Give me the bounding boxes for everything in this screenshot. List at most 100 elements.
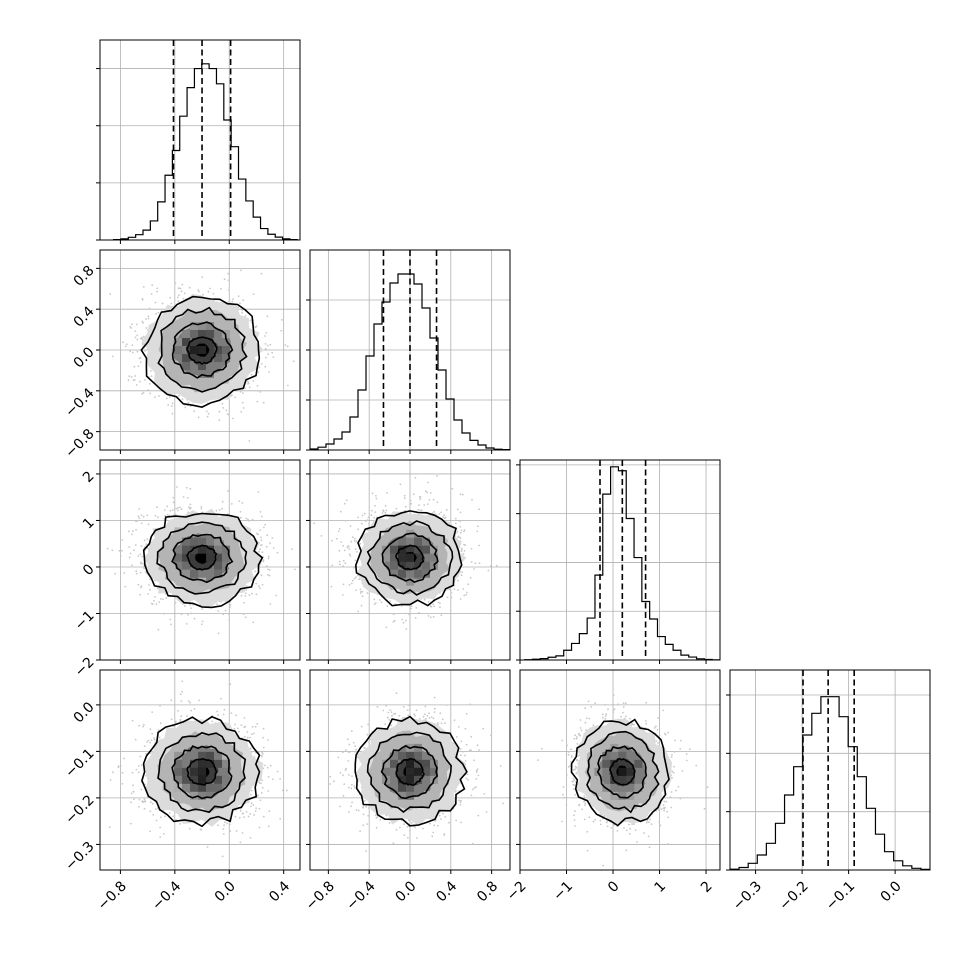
sample-point	[145, 327, 148, 329]
sample-point	[147, 593, 150, 595]
sample-point	[239, 510, 242, 513]
sample-point	[459, 598, 462, 600]
sample-point	[478, 562, 481, 565]
sample-point	[189, 488, 192, 490]
sample-point	[456, 531, 459, 533]
sample-point	[467, 583, 470, 586]
sample-point	[131, 564, 133, 567]
sample-point	[450, 591, 453, 594]
sample-point	[348, 548, 351, 550]
sample-point	[428, 498, 431, 501]
contour-line	[157, 306, 248, 393]
sample-point	[371, 492, 374, 495]
sample-point	[189, 604, 191, 606]
sample-point	[139, 337, 142, 340]
sample-point	[471, 498, 473, 501]
sample-point	[148, 382, 151, 385]
sample-point	[165, 597, 168, 599]
sample-point	[246, 736, 249, 739]
sample-point	[140, 585, 143, 588]
sample-point	[459, 520, 461, 523]
sample-point	[378, 599, 381, 601]
sample-point	[201, 608, 204, 610]
sample-point	[142, 515, 145, 518]
sample-point	[151, 802, 154, 805]
sample-point	[320, 535, 323, 537]
sample-point	[180, 290, 183, 293]
sample-point	[242, 299, 245, 302]
sample-point	[436, 475, 439, 477]
contour-line	[395, 544, 425, 571]
sample-point	[459, 511, 462, 514]
sample-point	[355, 589, 358, 592]
sample-point	[464, 544, 467, 546]
sample-point	[429, 605, 432, 607]
sample-point	[138, 508, 141, 510]
sample-point	[251, 592, 253, 595]
sample-point	[244, 315, 247, 317]
sample-point	[134, 544, 137, 546]
sample-point	[212, 292, 215, 295]
sample-point	[244, 616, 247, 619]
contour-line	[354, 510, 463, 607]
sample-point	[470, 547, 473, 550]
sample-point	[346, 546, 349, 549]
sample-point	[339, 563, 341, 566]
sample-point	[239, 516, 242, 519]
sample-point	[260, 272, 263, 275]
sample-point	[156, 290, 158, 293]
sample-point	[250, 789, 253, 792]
sample-point	[124, 585, 127, 588]
sample-point	[162, 598, 164, 601]
sample-point	[384, 511, 387, 514]
contour-line	[142, 512, 264, 609]
sample-point	[453, 588, 456, 590]
sample-point	[342, 565, 344, 567]
sample-point	[174, 513, 177, 516]
sample-point	[347, 545, 350, 548]
sample-point	[136, 338, 139, 341]
sample-point	[197, 289, 200, 291]
sample-point	[410, 607, 412, 610]
sample-point	[135, 570, 138, 573]
sample-point	[375, 495, 377, 497]
sample-point	[459, 525, 462, 528]
sample-point	[177, 300, 180, 303]
sample-point	[216, 603, 218, 606]
density-pixel	[198, 362, 207, 370]
sample-point	[124, 345, 127, 348]
sample-point	[354, 548, 357, 550]
sample-point	[256, 400, 259, 403]
sample-point	[264, 523, 267, 526]
axes-frame	[99, 459, 301, 661]
sample-point	[357, 528, 359, 531]
sample-point	[463, 530, 465, 533]
sample-point	[132, 530, 134, 532]
axes-frame	[99, 39, 301, 241]
sample-point	[136, 519, 139, 522]
sample-point	[121, 539, 124, 541]
sample-point	[360, 604, 363, 607]
sample-point	[148, 548, 150, 551]
sample-point	[404, 612, 407, 615]
sample-point	[409, 512, 412, 514]
sample-point	[237, 295, 240, 297]
sample-point	[237, 306, 240, 309]
density-pixel	[190, 330, 199, 338]
sample-point	[227, 289, 230, 291]
sample-point	[174, 601, 177, 604]
sample-point	[365, 520, 367, 523]
sample-point	[254, 725, 257, 728]
density-pixel	[182, 362, 191, 370]
sample-point	[164, 514, 166, 517]
density-fill	[195, 551, 210, 564]
sample-point	[348, 584, 351, 586]
sample-point	[487, 569, 490, 572]
sample-point	[342, 559, 345, 562]
sample-point	[261, 551, 264, 554]
sample-point	[478, 508, 480, 511]
density-pixel	[214, 553, 223, 562]
sample-point	[469, 576, 472, 579]
sample-point	[131, 323, 133, 326]
sample-point	[138, 380, 141, 383]
